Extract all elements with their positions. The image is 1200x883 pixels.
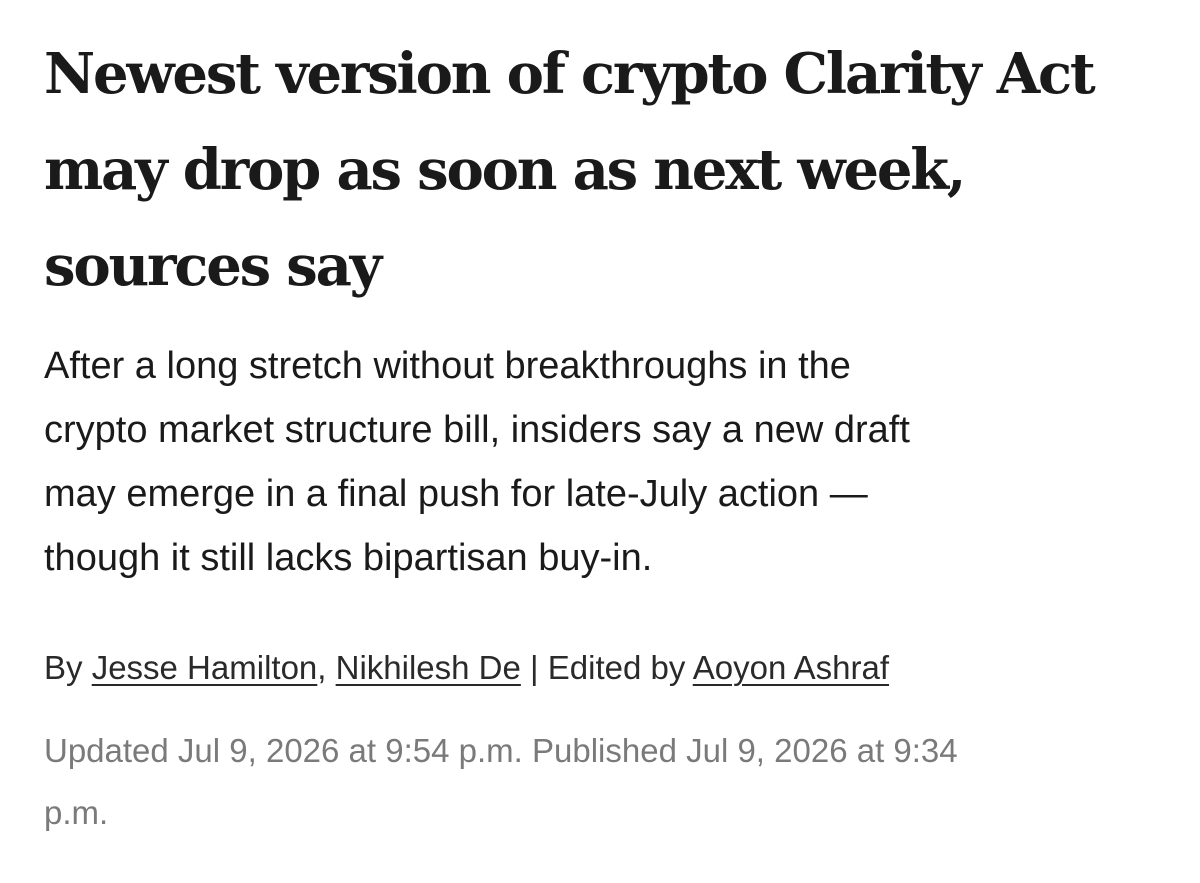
article-header: Newest version of crypto Clarity Act may… — [44, 0, 1164, 844]
author-link-jesse-hamilton[interactable]: Jesse Hamilton — [91, 649, 318, 686]
headline-line: may drop as soon as next week, — [44, 137, 966, 203]
article-headline: Newest version of crypto Clarity Act may… — [44, 0, 1164, 314]
author-link-nikhilesh-de[interactable]: Nikhilesh De — [335, 649, 521, 686]
editor-link-aoyon-ashraf[interactable]: Aoyon Ashraf — [692, 649, 890, 686]
article-subheadline: After a long stretch without breakthroug… — [44, 314, 1164, 590]
subheadline-line: crypto market structure bill, insiders s… — [44, 409, 910, 451]
subheadline-line: may emerge in a final push for late-July… — [44, 473, 868, 515]
byline: By Jesse Hamilton, Nikhilesh De | Edited… — [44, 590, 1164, 692]
article-timestamps: Updated Jul 9, 2026 at 9:54 p.m. Publish… — [44, 692, 1164, 844]
timestamp-line: p.m. — [44, 794, 109, 831]
edited-by-prefix: | Edited by — [520, 649, 693, 686]
author-separator: , — [317, 649, 336, 686]
headline-line: Newest version of crypto Clarity Act — [44, 41, 1096, 107]
subheadline-line: After a long stretch without breakthroug… — [44, 345, 851, 387]
headline-line: sources say — [44, 233, 382, 299]
byline-prefix: By — [44, 649, 92, 686]
subheadline-line: though it still lacks bipartisan buy-in. — [44, 537, 653, 579]
timestamp-line: Updated Jul 9, 2026 at 9:54 p.m. Publish… — [44, 732, 958, 769]
